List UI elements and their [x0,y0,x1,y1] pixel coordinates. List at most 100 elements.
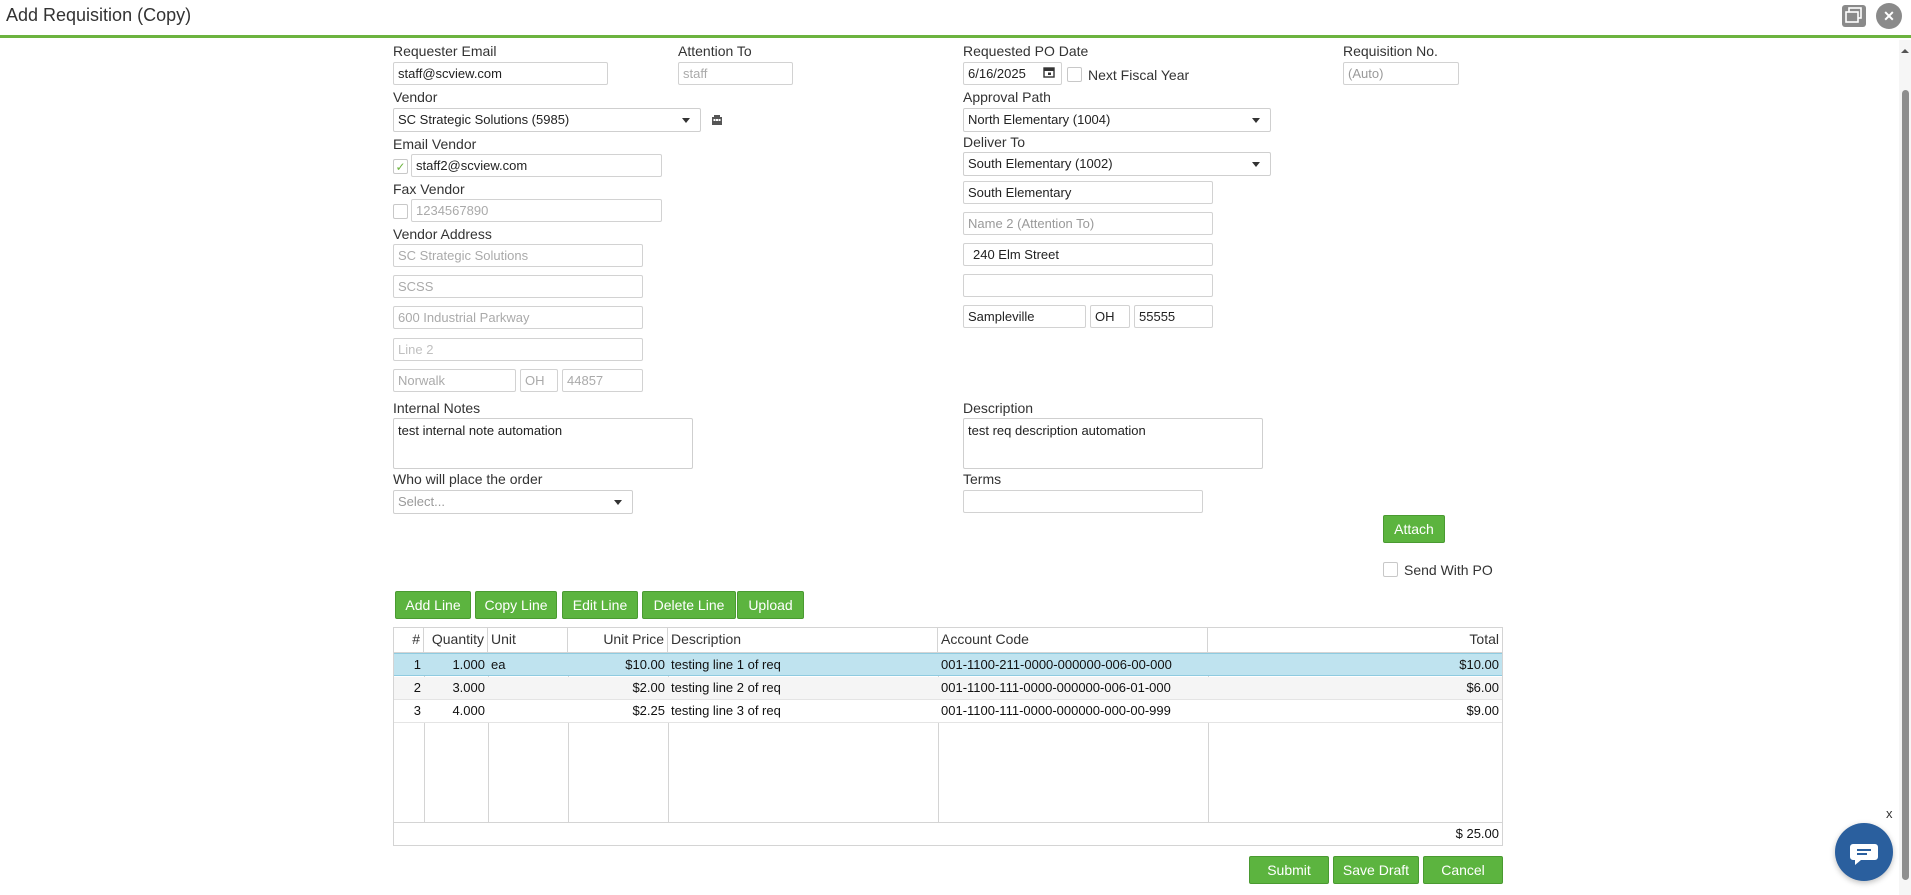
cell-description: testing line 1 of req [671,657,781,672]
description-textarea[interactable]: test req description automation [963,418,1263,469]
who-places-order-label: Who will place the order [393,471,543,487]
grid-vline [424,652,425,822]
close-window-button[interactable]: ✕ [1876,3,1902,29]
chat-dismiss-button[interactable]: x [1886,806,1893,821]
save-draft-button[interactable]: Save Draft [1333,856,1419,884]
requisition-no-input[interactable]: (Auto) [1343,62,1459,85]
approval-path-select[interactable]: North Elementary (1004) [963,108,1271,132]
cell-account-code: 001-1100-111-0000-000000-006-01-000 [941,680,1171,695]
scrollbar-thumb[interactable] [1902,90,1909,880]
attention-to-input[interactable]: staff [678,62,793,85]
requested-po-date-value: 6/16/2025 [968,66,1026,81]
vendor-address-line2[interactable]: Line 2 [393,338,643,361]
cell-unit-price: $2.00 [632,680,665,695]
cell-number: 1 [413,657,421,672]
deliver-to-label: Deliver To [963,134,1025,150]
vendor-lookup-icon[interactable] [710,113,724,127]
vendor-address-city[interactable]: Norwalk [393,369,516,392]
deliver-to-zip[interactable]: 55555 [1134,305,1213,328]
col-header-quantity[interactable]: Quantity [424,628,488,652]
scroll-up-icon[interactable] [1900,44,1910,54]
cell-unit: ea [491,657,506,672]
requester-email-label: Requester Email [393,43,497,59]
col-header-total[interactable]: Total [1469,631,1499,647]
chat-launcher-button[interactable] [1835,823,1893,881]
window-title: Add Requisition (Copy) [6,5,192,25]
col-header-unit[interactable]: Unit [488,628,568,652]
cell-unit-price: $10.00 [625,657,665,672]
table-row[interactable]: 2 3.000 $2.00 testing line 2 of req 001-… [394,677,1502,700]
cell-account-code: 001-1100-111-0000-000000-000-00-999 [941,703,1171,718]
email-vendor-label: Email Vendor [393,136,477,152]
internal-notes-label: Internal Notes [393,400,481,416]
deliver-to-value: South Elementary (1002) [968,156,1113,171]
col-header-unit-price[interactable]: Unit Price [568,628,668,652]
table-row[interactable]: 3 4.000 $2.25 testing line 3 of req 001-… [394,700,1502,723]
requested-po-date-input[interactable]: 6/16/2025 [963,62,1062,85]
titlebar-accent-line [0,35,1911,38]
deliver-to-name2[interactable]: Name 2 (Attention To) [963,212,1213,235]
cell-number: 2 [413,680,421,695]
approval-path-value: North Elementary (1004) [968,112,1111,127]
email-vendor-checkbox[interactable]: ✓ [393,159,408,174]
vendor-select[interactable]: SC Strategic Solutions (5985) [393,108,701,132]
vendor-address-state[interactable]: OH [520,369,558,392]
who-places-order-select[interactable]: Select... [393,490,633,514]
deliver-to-state[interactable]: OH [1090,305,1130,328]
grid-vline [568,652,569,822]
attach-button[interactable]: Attach [1383,515,1445,543]
fax-vendor-checkbox[interactable] [393,204,408,219]
col-header-description[interactable]: Description [668,628,938,652]
vendor-address-label: Vendor Address [393,226,492,242]
cell-total: $10.00 [1459,657,1499,672]
who-places-order-placeholder: Select... [398,494,445,509]
restore-window-button[interactable] [1839,2,1869,30]
submit-button[interactable]: Submit [1249,856,1329,884]
deliver-to-select[interactable]: South Elementary (1002) [963,152,1271,176]
cell-unit [488,677,568,700]
cell-description: testing line 2 of req [671,680,781,695]
email-vendor-input[interactable]: staff2@scview.com [411,154,662,177]
requested-po-date-label: Requested PO Date [963,43,1089,59]
add-line-button[interactable]: Add Line [395,591,471,619]
terms-input[interactable] [963,490,1203,513]
fax-vendor-label: Fax Vendor [393,181,465,197]
attention-to-label: Attention To [678,43,752,59]
table-row[interactable]: 1 1.000 ea $10.00 testing line 1 of req … [394,653,1502,676]
deliver-to-line2[interactable] [963,274,1213,297]
deliver-to-line1[interactable]: 240 Elm Street [963,243,1213,266]
fax-vendor-input[interactable]: 1234567890 [411,199,662,222]
grid-vline [668,652,669,822]
copy-line-button[interactable]: Copy Line [475,591,557,619]
next-fiscal-year-checkbox[interactable] [1067,67,1082,82]
delete-line-button[interactable]: Delete Line [642,591,736,619]
window-titlebar [0,0,1911,36]
cell-unit [488,700,568,723]
cancel-button[interactable]: Cancel [1423,856,1503,884]
upload-button[interactable]: Upload [737,591,804,619]
col-header-number[interactable]: # [394,628,424,652]
cell-unit-price: $2.25 [632,703,665,718]
header-divider [394,652,1502,653]
send-with-po-checkbox[interactable] [1383,562,1398,577]
next-fiscal-year-label: Next Fiscal Year [1088,67,1190,83]
vendor-address-name[interactable]: SC Strategic Solutions [393,244,643,267]
vendor-address-name2[interactable]: SCSS [393,275,643,298]
col-header-account-code[interactable]: Account Code [938,628,1208,652]
vendor-address-zip[interactable]: 44857 [562,369,643,392]
grand-total-row: $ 25.00 [393,822,1503,846]
grid-vline [1208,652,1209,822]
cell-number: 3 [413,703,421,718]
cell-description: testing line 3 of req [671,703,781,718]
internal-notes-textarea[interactable]: test internal note automation [393,418,693,469]
deliver-to-name[interactable]: South Elementary [963,181,1213,204]
send-with-po-label: Send With PO [1404,562,1493,578]
calendar-icon[interactable] [1043,66,1055,78]
deliver-to-city[interactable]: Sampleville [963,305,1086,328]
cell-quantity: 1.000 [452,657,485,672]
vendor-address-line1[interactable]: 600 Industrial Parkway [393,306,643,329]
requester-email-input[interactable]: staff@scview.com [393,62,608,85]
cell-total: $9.00 [1466,703,1499,718]
grid-vline [488,652,489,822]
edit-line-button[interactable]: Edit Line [562,591,638,619]
